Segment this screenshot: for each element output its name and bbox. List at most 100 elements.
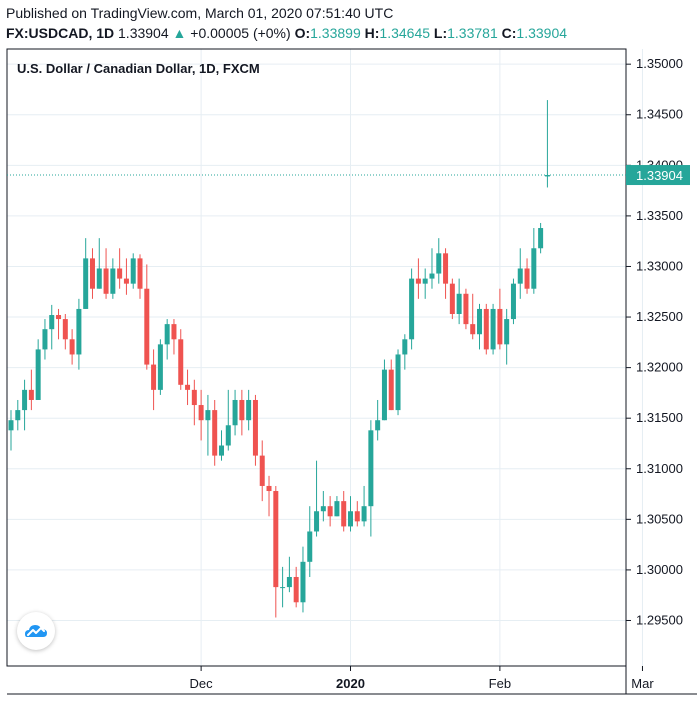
price-tick-label: 1.33500: [636, 208, 683, 223]
candle-body: [361, 506, 367, 522]
candle-body: [76, 308, 82, 355]
candle-body: [517, 268, 523, 284]
candle: [524, 258, 530, 294]
candle: [171, 319, 177, 355]
candle: [544, 100, 550, 188]
candle-body: [538, 228, 544, 249]
candle-body: [388, 369, 394, 411]
low-value: 1.33781: [447, 25, 498, 41]
candle-body: [62, 319, 68, 340]
candle: [409, 268, 415, 350]
candle: [517, 248, 523, 299]
last-price-label: 1.33904: [636, 168, 683, 183]
candle-body: [137, 258, 143, 289]
candle-body: [490, 308, 496, 350]
candle: [402, 334, 408, 370]
candle: [62, 314, 68, 350]
price-tick-label: 1.30000: [636, 562, 683, 577]
candle-body: [409, 278, 415, 340]
candle: [504, 308, 510, 365]
candle: [307, 506, 313, 577]
candle: [8, 410, 14, 451]
chart-title: U.S. Dollar / Canadian Dollar, 1D, FXCM: [17, 61, 260, 76]
candle-body: [429, 273, 435, 279]
published-caption: Published on TradingView.com, March 01, …: [6, 5, 394, 21]
candle-body: [144, 288, 150, 365]
candle: [218, 430, 224, 461]
candle: [103, 248, 109, 299]
candle-body: [531, 248, 537, 289]
candle-body: [470, 324, 476, 335]
candle: [185, 369, 191, 406]
candle-body: [225, 425, 231, 446]
chart-pane-border: [6, 48, 627, 667]
candle: [191, 379, 197, 426]
candle-body: [22, 389, 28, 411]
candle-body: [69, 339, 75, 355]
candle: [42, 319, 48, 360]
candle: [348, 496, 353, 532]
candle-body: [246, 399, 252, 421]
candle-body: [314, 511, 320, 532]
candle-body: [205, 410, 211, 421]
candle-body: [443, 253, 449, 284]
candle: [436, 238, 442, 284]
candle: [314, 460, 320, 537]
candle-body: [368, 430, 374, 507]
candle-body: [89, 258, 95, 289]
candle: [327, 496, 333, 527]
candle-body: [402, 339, 408, 355]
candle: [56, 308, 62, 340]
candle: [361, 485, 367, 527]
time-axis-labels: Dec 2020 Feb Mar: [190, 666, 654, 691]
tradingview-logo-button[interactable]: [17, 612, 55, 650]
candle-body: [171, 324, 177, 340]
last-price: 1.33904: [118, 25, 169, 41]
candle: [28, 369, 34, 411]
candle: [395, 349, 401, 416]
candle: [422, 268, 428, 299]
candle: [538, 222, 544, 254]
candle: [463, 288, 469, 330]
candle-body: [232, 399, 238, 426]
candle: [117, 248, 123, 289]
candle: [144, 264, 150, 370]
candle-body: [28, 389, 34, 400]
candle-body: [463, 293, 469, 325]
candle: [212, 399, 218, 466]
candle: [89, 248, 95, 299]
candle: [375, 399, 381, 441]
candles-layer: [8, 100, 550, 618]
close-value: 1.33904: [516, 25, 568, 41]
candle-body: [348, 511, 353, 527]
candle-body: [8, 420, 14, 431]
candle: [388, 359, 394, 411]
candle: [151, 349, 157, 411]
candle: [286, 556, 292, 593]
candle-body: [449, 283, 455, 315]
candle-body: [415, 278, 421, 284]
ohlc-legend: FX:USDCAD, 1D 1.33904 ▲ +0.00005 (+0%) O…: [6, 25, 567, 41]
candle: [510, 278, 516, 325]
price-tick-label: 1.32000: [636, 360, 683, 375]
candle: [225, 389, 231, 451]
candle: [35, 339, 41, 400]
time-tick-label: Feb: [489, 676, 511, 691]
candle: [252, 394, 258, 466]
candle-body: [286, 576, 292, 588]
candle: [443, 248, 449, 299]
candle-body: [293, 576, 299, 603]
candle: [164, 319, 170, 360]
candle-body: [191, 389, 197, 406]
candle-body: [103, 268, 109, 294]
price-tick-label: 1.29500: [636, 612, 683, 627]
candle-body: [307, 531, 313, 562]
candle: [470, 293, 476, 340]
candle: [76, 298, 82, 370]
candle: [198, 389, 204, 441]
time-tick-label: Dec: [190, 676, 214, 691]
candle-body: [198, 405, 204, 421]
candle-body: [327, 506, 333, 517]
candle-body: [510, 283, 516, 320]
